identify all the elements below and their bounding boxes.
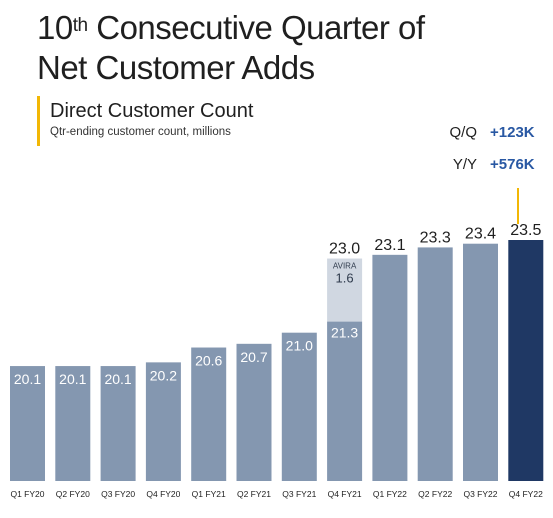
bar — [10, 366, 45, 481]
bar-value-label: 23.0 — [329, 241, 360, 258]
category-label: Q4 FY20 — [146, 489, 180, 499]
bar-segment-avira — [327, 258, 363, 322]
title-line-2: Net Customer Adds — [37, 49, 315, 86]
bar-value-label: 20.1 — [14, 371, 41, 387]
category-label: Q1 FY20 — [10, 489, 44, 499]
bar-value-label: 23.4 — [465, 226, 496, 243]
qq-label: Q/Q — [449, 124, 477, 141]
bar — [55, 366, 91, 481]
bar-value-label: 20.6 — [195, 353, 222, 369]
category-label: Q3 FY20 — [101, 489, 135, 499]
category-label: Q3 FY21 — [282, 489, 316, 499]
category-label: Q1 FY22 — [373, 489, 407, 499]
bar — [463, 243, 498, 481]
yy-value: +576K — [490, 156, 535, 173]
bar — [236, 343, 272, 481]
bar-value-label: 23.1 — [374, 237, 405, 254]
category-label: Q4 FY22 — [509, 489, 543, 499]
bar-value-label: 23.5 — [510, 222, 541, 239]
page-title: 10th Consecutive Quarter of Net Customer… — [37, 8, 425, 88]
bar-value-label: 20.1 — [59, 371, 86, 387]
qq-value: +123K — [490, 124, 535, 141]
bar-value-label: 21.0 — [286, 338, 313, 354]
segment-value-label: 1.6 — [336, 271, 354, 286]
bar — [417, 247, 453, 481]
yy-label: Y/Y — [452, 156, 477, 173]
bar — [327, 321, 363, 481]
title-line-1: 10th Consecutive Quarter of — [37, 9, 425, 46]
bar — [100, 366, 136, 481]
base-value-label: 21.3 — [331, 325, 358, 341]
bar — [145, 362, 181, 481]
accent-bar — [37, 96, 40, 146]
bar — [281, 332, 317, 481]
bar — [191, 347, 227, 481]
category-label: Q3 FY22 — [463, 489, 497, 499]
bar-value-label: 20.2 — [150, 367, 177, 383]
category-label: Q2 FY20 — [56, 489, 90, 499]
bar — [508, 240, 544, 481]
bar-value-label: 20.1 — [104, 371, 131, 387]
segment-name-label: AVIRA — [333, 262, 357, 271]
category-label: Q4 FY21 — [328, 489, 362, 499]
bar-value-label: 23.3 — [420, 229, 451, 246]
chart-note: Qtr-ending customer count, millions — [50, 126, 231, 138]
category-label: Q2 FY22 — [418, 489, 452, 499]
bar — [372, 254, 408, 481]
callout-line — [517, 188, 519, 224]
category-label: Q1 FY21 — [192, 489, 226, 499]
chart-subtitle: Direct Customer Count — [50, 100, 254, 122]
bar-value-label: 20.7 — [240, 349, 267, 365]
category-label: Q2 FY21 — [237, 489, 271, 499]
